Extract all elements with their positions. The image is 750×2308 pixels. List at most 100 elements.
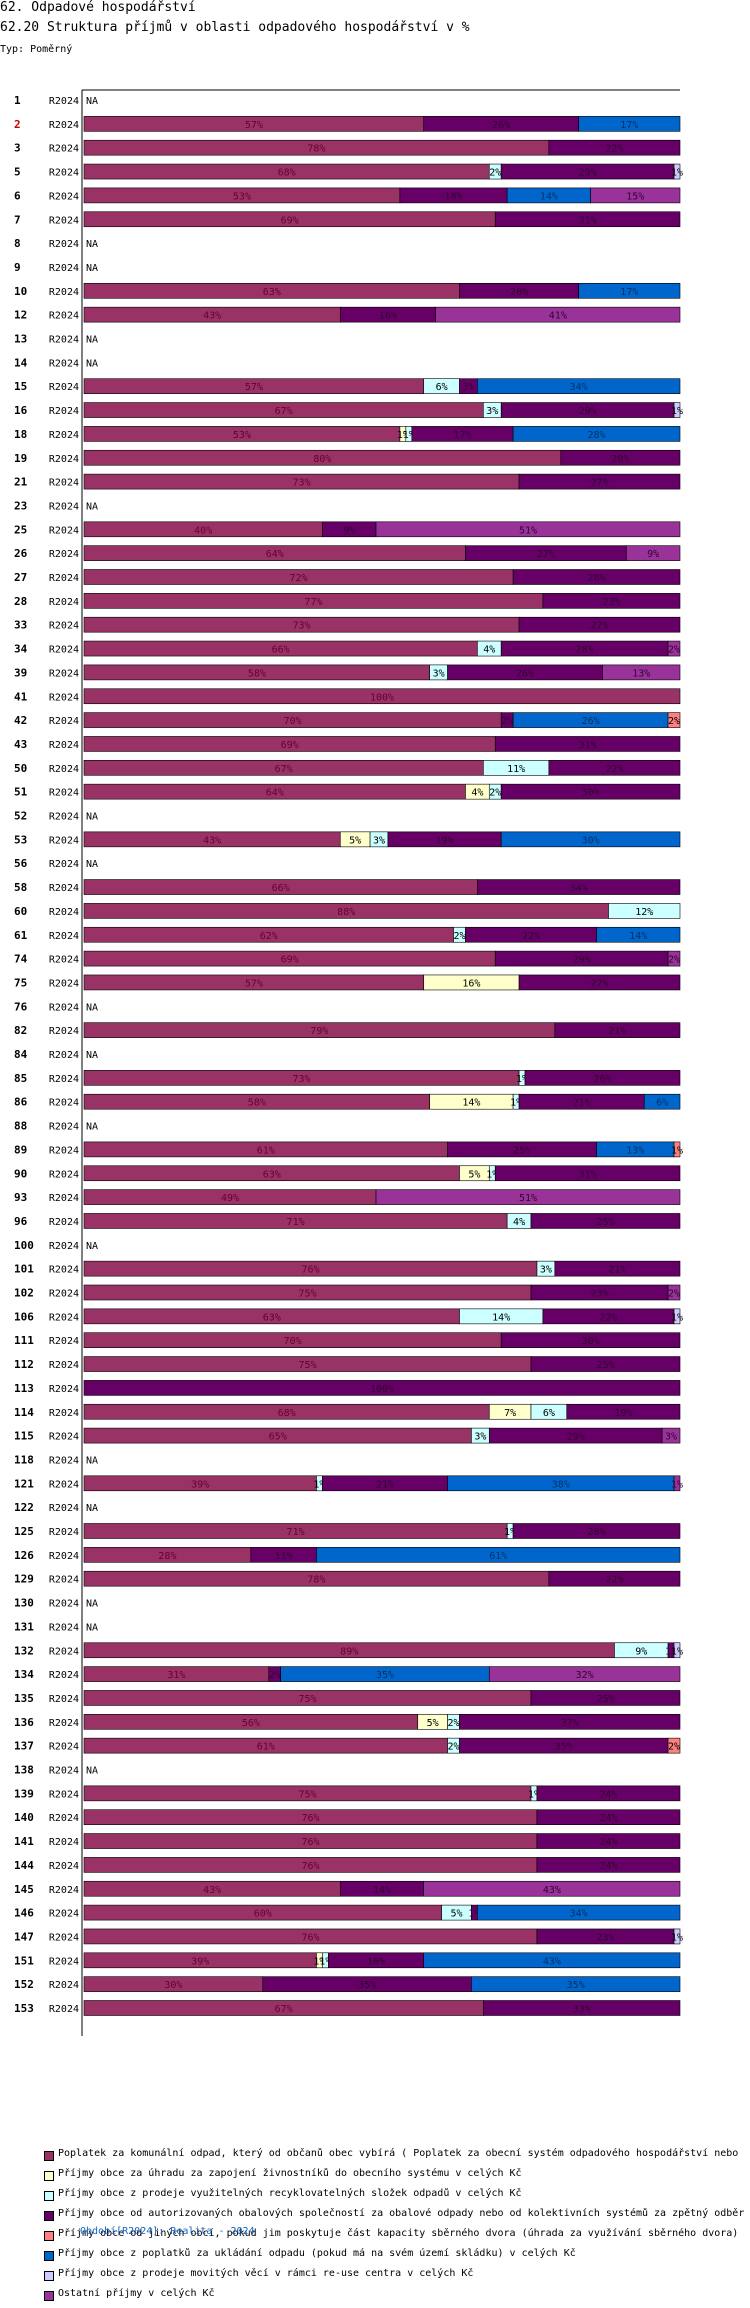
bar-value-label: 67% — [275, 764, 293, 775]
bar-value-label: 9% — [343, 525, 355, 536]
row-label: 53 — [14, 833, 27, 846]
legend-label: Příjmy obce od jiných obcí, pokud jim po… — [58, 2228, 744, 2239]
bar-segment — [673, 1475, 681, 1492]
bar-value-label: 1% — [671, 1646, 683, 1657]
row-label: 2 — [14, 118, 21, 131]
bar-value-label: 20% — [611, 454, 629, 465]
bar-value-label: 33% — [573, 2004, 591, 2015]
bar-value-label: 76% — [301, 1813, 319, 1824]
bar-segment — [661, 1427, 681, 1444]
row-label: 7 — [14, 213, 21, 226]
bar-segment — [673, 1141, 681, 1158]
row-label: 43 — [14, 738, 27, 751]
legend-label: Příjmy obce za úhradu za zapojení živnos… — [58, 2168, 522, 2179]
bar-segment — [375, 1189, 681, 1205]
bar-value-label: 2% — [501, 716, 513, 727]
bar-value-label: 2% — [668, 955, 680, 966]
bar-value-label: 4% — [471, 788, 483, 799]
stacked-bar-chart: 1 R2024 NA 2 R2024 57% 26% 17% 3 R2024 78% 22% 5 R202… — [14, 89, 683, 2036]
bar-value-label: 25% — [596, 1217, 614, 1228]
bar-value-label: 2% — [489, 788, 501, 799]
period-footer: Období[R2024]: Realita - 2024 — [80, 2226, 255, 2237]
row-label: 138 — [14, 1764, 34, 1777]
period-label: R2024 — [49, 1932, 79, 1943]
bar-value-label: 18% — [444, 191, 462, 202]
row-label: 13 — [14, 333, 27, 346]
bar-value-label: 1% — [671, 406, 683, 417]
row-label: 50 — [14, 762, 27, 775]
bar-segment — [542, 593, 681, 609]
bar-value-label: 14% — [540, 191, 558, 202]
bar-segment — [554, 1022, 681, 1038]
bar-segment — [512, 426, 681, 442]
na-label: NA — [86, 335, 98, 346]
row-label: 18 — [14, 428, 27, 441]
bar-value-label: 22% — [599, 1312, 617, 1323]
bar-value-label: 26% — [516, 668, 534, 679]
bar-value-label: 61% — [489, 1551, 507, 1562]
bar-value-label: 38% — [552, 1479, 570, 1490]
row-label: 5 — [14, 166, 21, 179]
bar-value-label: 1% — [528, 1789, 540, 1800]
bar-value-label: 28% — [576, 645, 594, 656]
legend-swatch — [44, 2211, 54, 2221]
bar-segment — [536, 1857, 681, 1873]
bar-value-label: 6% — [656, 1098, 668, 1109]
row-label: 101 — [14, 1263, 34, 1276]
bar-value-label: 9% — [647, 549, 659, 560]
bar-value-label: 25% — [596, 1360, 614, 1371]
row-label: 19 — [14, 452, 27, 465]
legend-label: Ostatní příjmy v celých Kč — [58, 2288, 215, 2299]
row-label: 146 — [14, 1907, 34, 1920]
row-label: 9 — [14, 261, 21, 274]
period-label: R2024 — [49, 1241, 79, 1252]
bar-value-label: 17% — [620, 287, 638, 298]
na-label: NA — [86, 859, 98, 870]
period-label: R2024 — [49, 1384, 79, 1395]
period-label: R2024 — [49, 692, 79, 703]
row-label: 147 — [14, 1930, 34, 1943]
row-label: 144 — [14, 1859, 34, 1872]
bar-value-label: 63% — [263, 1312, 281, 1323]
row-label: 130 — [14, 1597, 34, 1610]
row-label: 33 — [14, 619, 27, 632]
bar-value-label: 65% — [269, 1432, 287, 1443]
period-label: R2024 — [49, 1885, 79, 1896]
bar-value-label: 1% — [397, 430, 409, 441]
row-label: 112 — [14, 1358, 34, 1371]
period-label: R2024 — [49, 120, 79, 131]
period-label: R2024 — [49, 1289, 79, 1300]
row-label: 140 — [14, 1811, 34, 1824]
bar-value-label: 49% — [221, 1193, 239, 1204]
period-label: R2024 — [49, 1193, 79, 1204]
bar-value-label: 64% — [266, 549, 284, 560]
period-label: R2024 — [49, 812, 79, 823]
row-label: 152 — [14, 1978, 34, 1991]
bar-value-label: 73% — [293, 478, 311, 489]
row-label: 100 — [14, 1239, 34, 1252]
period-label: R2024 — [49, 597, 79, 608]
period-label: R2024 — [49, 1980, 79, 1991]
bar-segment — [536, 1785, 681, 1802]
legend-swatch — [44, 2231, 54, 2241]
legend-swatch — [44, 2151, 54, 2161]
period-label: R2024 — [49, 1789, 79, 1800]
row-label: 106 — [14, 1310, 34, 1323]
bar-value-label: 24% — [599, 1861, 617, 1872]
bar-segment — [459, 1714, 681, 1730]
row-label: 93 — [14, 1191, 27, 1204]
bar-segment — [500, 783, 681, 800]
bar-value-label: 70% — [284, 716, 302, 727]
bar-segment — [673, 1308, 681, 1325]
bar-value-label: 21% — [608, 1026, 626, 1037]
bar-value-label: 29% — [567, 1432, 585, 1443]
na-label: NA — [86, 812, 98, 823]
bar-value-label: 67% — [275, 406, 293, 417]
row-label: 10 — [14, 285, 27, 298]
period-label: R2024 — [49, 1002, 79, 1013]
bar-value-label: 3% — [474, 1432, 486, 1443]
bar-value-label: 78% — [307, 1575, 325, 1586]
row-label: 41 — [14, 690, 28, 703]
bar-value-label: 61% — [257, 1145, 275, 1156]
bar-value-label: 2% — [269, 1670, 281, 1681]
